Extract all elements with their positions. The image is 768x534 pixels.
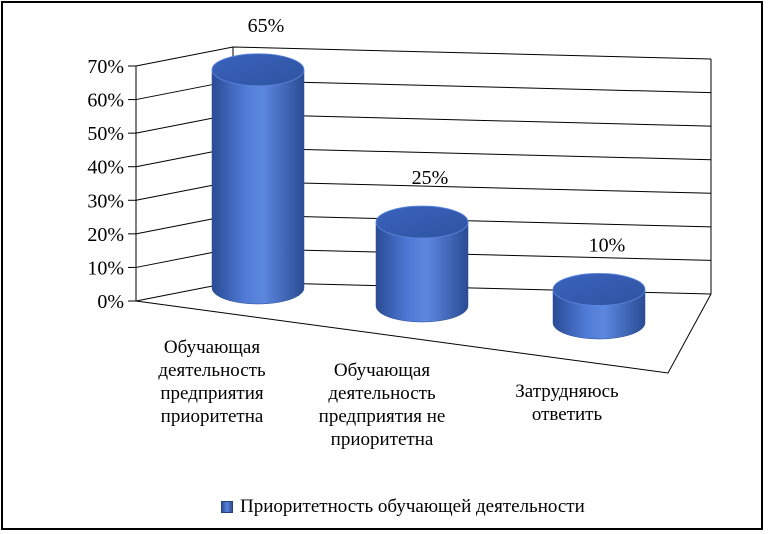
gridline bbox=[135, 46, 712, 67]
data-label: 65% bbox=[248, 15, 285, 37]
bar-body bbox=[211, 69, 305, 305]
bar-top bbox=[211, 53, 305, 87]
category-label: ответить bbox=[532, 404, 603, 425]
legend-label: Приоритетность обучающей деятельности bbox=[240, 496, 585, 517]
bars bbox=[211, 53, 646, 340]
data-label: 10% bbox=[589, 234, 626, 256]
data-labels: 65% 25% 10% bbox=[248, 15, 626, 257]
category-label: деятельность bbox=[158, 360, 266, 381]
category-label: Затрудняюсь bbox=[515, 381, 619, 402]
category-labels: Обучающаядеятельностьпредприятияприорите… bbox=[158, 337, 619, 450]
y-tick-label: 60% bbox=[87, 90, 124, 112]
y-tick-label: 30% bbox=[87, 190, 124, 212]
y-tick-label: 0% bbox=[97, 291, 124, 313]
category-label: деятельность bbox=[328, 383, 436, 404]
category-label: приоритетна bbox=[161, 406, 264, 427]
bar bbox=[375, 205, 469, 323]
category-label: Обучающая bbox=[164, 337, 260, 358]
floor-edge bbox=[135, 293, 712, 374]
category-label: предприятия не bbox=[319, 406, 446, 427]
category-label: приоритетна bbox=[331, 429, 434, 450]
category-label: предприятия bbox=[160, 383, 264, 404]
bar bbox=[211, 53, 305, 305]
y-axis-ticks: 0% 10% 20% 30% 40% 50% 60% 70% bbox=[87, 56, 136, 313]
y-tick-label: 40% bbox=[87, 157, 124, 179]
legend: Приоритетность обучающей деятельности bbox=[221, 495, 585, 519]
bar bbox=[552, 273, 646, 340]
bar-top bbox=[552, 273, 646, 306]
category-label: Обучающая bbox=[334, 360, 430, 381]
bar-body bbox=[375, 221, 469, 323]
legend-swatch bbox=[221, 501, 233, 513]
chart-plot: 0% 10% 20% 30% 40% 50% 60% 70% 65% 25% 10% Обучаю… bbox=[87, 15, 712, 450]
y-tick-label: 50% bbox=[87, 123, 124, 145]
y-tick-label: 10% bbox=[87, 257, 124, 279]
bar-top bbox=[375, 205, 469, 239]
y-tick-label: 20% bbox=[87, 224, 124, 246]
data-label: 25% bbox=[412, 167, 449, 189]
y-tick-label: 70% bbox=[87, 56, 124, 78]
